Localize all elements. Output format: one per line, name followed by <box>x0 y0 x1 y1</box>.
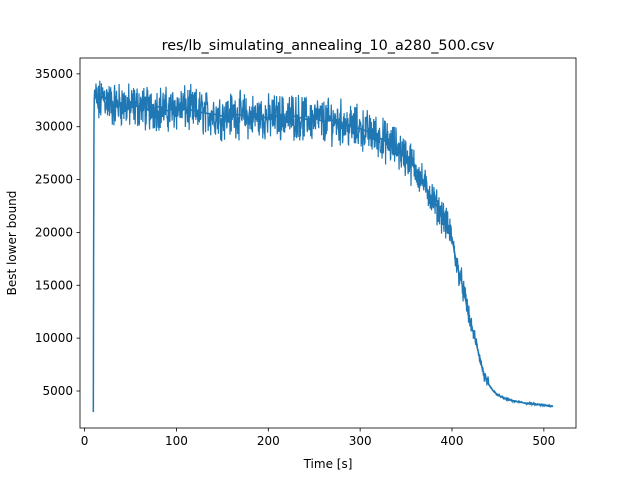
x-tick-label: 400 <box>441 434 464 448</box>
x-axis-ticks: 0 100 200 300 400 500 <box>81 428 555 448</box>
axes-frame <box>79 57 577 429</box>
series-noise-trace <box>95 80 554 408</box>
x-tick-label: 500 <box>532 434 555 448</box>
series-line-noise <box>95 80 554 408</box>
y-tick-label: 20000 <box>35 225 73 239</box>
x-tick-label: 300 <box>349 434 372 448</box>
x-tick-label: 100 <box>165 434 188 448</box>
y-tick-label: 5000 <box>42 384 73 398</box>
x-tick-label: 200 <box>257 434 280 448</box>
x-axis-label: Time [s] <box>303 457 353 471</box>
y-tick-label: 15000 <box>35 278 73 292</box>
y-axis-ticks: 5000 10000 15000 20000 25000 30000 35000 <box>35 67 80 398</box>
y-tick-label: 30000 <box>35 120 73 134</box>
y-tick-label: 35000 <box>35 67 73 81</box>
y-tick-label: 10000 <box>35 331 73 345</box>
y-tick-label: 25000 <box>35 173 73 187</box>
x-tick-label: 0 <box>81 434 89 448</box>
y-axis-label: Best lower bound <box>5 191 19 296</box>
chart-title: res/lb_simulating_annealing_10_a280_500.… <box>162 38 495 54</box>
